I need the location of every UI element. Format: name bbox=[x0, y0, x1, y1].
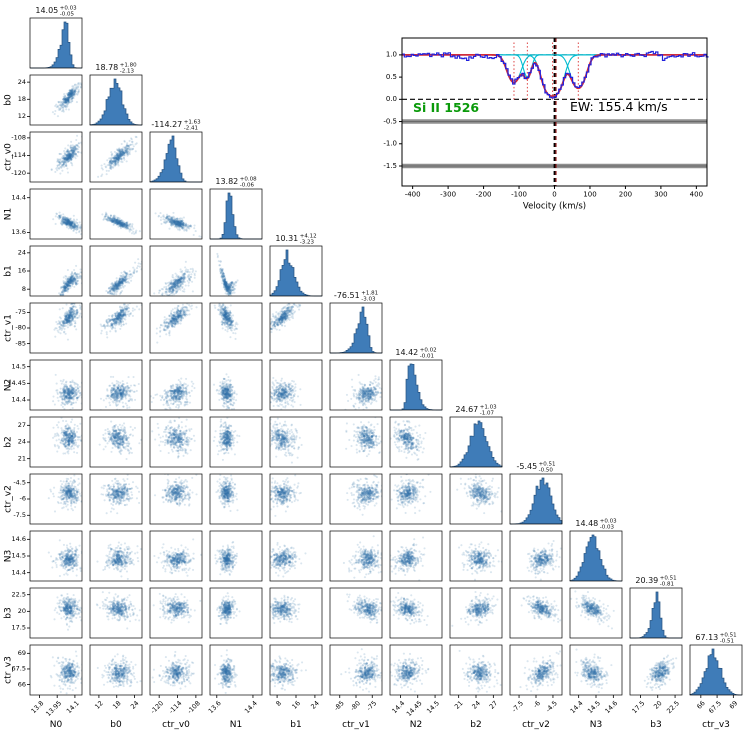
absorption-line-id-label: Si II 1526 bbox=[413, 100, 480, 115]
equivalent-width-label: EW: 155.4 km/s bbox=[570, 99, 668, 114]
